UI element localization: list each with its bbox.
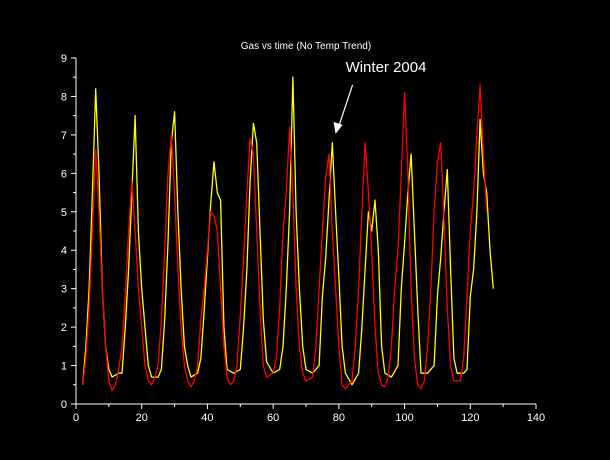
- y-tick-label: 0: [61, 399, 67, 411]
- y-tick-label: 6: [61, 168, 67, 180]
- y-tick-label: 2: [61, 322, 67, 334]
- series-line-2: [81, 84, 488, 392]
- annotation-arrow: [338, 84, 354, 128]
- x-tick-label: 0: [73, 412, 79, 424]
- x-tick-label: 20: [136, 412, 148, 424]
- y-tick-label: 9: [61, 53, 67, 65]
- y-tick-label: 5: [61, 207, 67, 219]
- plot-area: [81, 76, 494, 392]
- y-tick-label: 4: [61, 245, 67, 257]
- x-tick-label: 60: [267, 412, 279, 424]
- axes: 0 1 2 3 4 5 6 7 8 9 0 20 40 60 80 100 120 140: [61, 53, 545, 424]
- x-tick-label: 80: [333, 412, 345, 424]
- x-tick-label: 140: [527, 412, 545, 424]
- y-tick-label: 1: [61, 361, 67, 373]
- y-tick-label: 7: [61, 130, 67, 142]
- annotations: Winter 2004: [333, 59, 427, 134]
- x-tick-label: 100: [395, 412, 413, 424]
- annotation-label: Winter 2004: [346, 59, 427, 76]
- y-tick-label: 3: [61, 284, 67, 296]
- series-line-1: [81, 76, 494, 386]
- y-tick-label: 8: [61, 91, 67, 103]
- chart-title: Gas vs time (No Temp Trend): [241, 41, 371, 52]
- x-tick-label: 120: [461, 412, 479, 424]
- x-tick-label: 40: [201, 412, 213, 424]
- annotation-arrowhead: [333, 121, 343, 134]
